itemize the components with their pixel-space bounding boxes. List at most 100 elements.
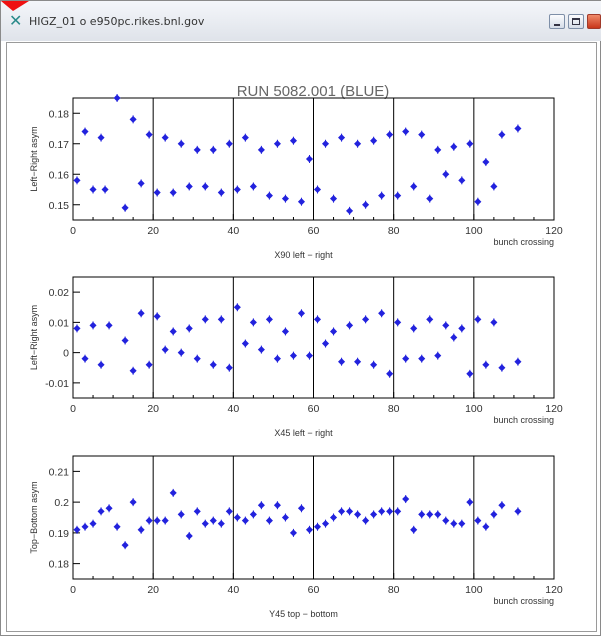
point-marker <box>250 183 257 190</box>
point-marker <box>498 364 505 371</box>
point-marker <box>194 355 201 362</box>
data-point <box>73 324 80 332</box>
data-point <box>178 140 185 148</box>
x-tick-label: 20 <box>147 225 159 237</box>
data-point <box>202 182 209 190</box>
point-marker <box>202 316 209 323</box>
data-point <box>122 541 129 549</box>
point-marker <box>290 529 297 536</box>
data-point <box>442 170 449 178</box>
data-point <box>90 520 97 528</box>
x-tick-label: 0 <box>70 225 76 237</box>
point-marker <box>122 204 129 211</box>
point-marker <box>266 316 273 323</box>
data-point <box>162 346 169 354</box>
data-point <box>170 327 177 335</box>
data-point <box>490 510 497 518</box>
point-marker <box>242 134 249 141</box>
point-marker <box>354 140 361 147</box>
point-marker <box>90 322 97 329</box>
data-point <box>298 504 305 512</box>
data-point <box>314 315 321 323</box>
data-point <box>450 334 457 342</box>
point-marker <box>386 131 393 138</box>
x-tick-label: 60 <box>308 403 320 415</box>
data-point <box>394 507 401 515</box>
y-tick-label: 0.17 <box>49 139 70 151</box>
data-point <box>426 195 433 203</box>
data-point <box>250 318 257 326</box>
data-point <box>274 501 281 509</box>
data-point <box>114 94 121 102</box>
data-point <box>178 349 185 357</box>
point-marker <box>370 361 377 368</box>
point-marker <box>314 523 321 530</box>
data-point <box>90 321 97 329</box>
point-marker <box>130 116 137 123</box>
point-marker <box>81 128 88 135</box>
data-point <box>282 195 289 203</box>
point-marker <box>394 508 401 515</box>
data-point <box>362 517 369 525</box>
data-point <box>386 370 393 378</box>
point-marker <box>234 514 241 521</box>
point-marker <box>114 94 121 101</box>
point-marker <box>202 183 209 190</box>
point-marker <box>330 328 337 335</box>
data-point <box>186 324 193 332</box>
data-point <box>314 186 321 194</box>
point-marker <box>386 370 393 377</box>
point-marker <box>346 508 353 515</box>
y-tick-label: 0.18 <box>49 559 70 571</box>
y-tick-label: 0.2 <box>54 497 69 509</box>
data-point <box>266 192 273 200</box>
point-marker <box>146 131 153 138</box>
data-point <box>114 523 121 531</box>
point-marker <box>210 146 217 153</box>
x-axis-label-right: bunch crossing <box>493 596 554 606</box>
data-point <box>354 510 361 518</box>
point-marker <box>90 520 97 527</box>
data-point <box>146 131 153 139</box>
y-tick-label: 0 <box>63 348 69 360</box>
data-point <box>290 137 297 145</box>
point-marker <box>178 349 185 356</box>
point-marker <box>450 143 457 150</box>
point-marker <box>218 189 225 196</box>
data-point <box>514 358 521 366</box>
point-marker <box>130 367 137 374</box>
point-marker <box>170 189 177 196</box>
data-point <box>266 517 273 525</box>
point-marker <box>98 508 105 515</box>
point-marker <box>474 517 481 524</box>
point-marker <box>338 134 345 141</box>
data-point <box>498 501 505 509</box>
point-marker <box>362 316 369 323</box>
data-point <box>482 361 489 369</box>
data-point <box>474 517 481 525</box>
point-marker <box>242 517 249 524</box>
point-marker <box>514 358 521 365</box>
point-marker <box>482 361 489 368</box>
point-marker <box>442 517 449 524</box>
data-point <box>498 131 505 139</box>
data-point <box>274 355 281 363</box>
point-marker <box>490 511 497 518</box>
data-point <box>418 510 425 518</box>
data-point <box>378 309 385 317</box>
data-point <box>442 321 449 329</box>
point-marker <box>490 319 497 326</box>
point-marker <box>194 508 201 515</box>
point-marker <box>330 195 337 202</box>
data-point <box>466 370 473 378</box>
point-marker <box>298 198 305 205</box>
data-point <box>170 189 177 197</box>
point-marker <box>162 346 169 353</box>
x-tick-label: 80 <box>388 403 400 415</box>
data-point <box>226 507 233 515</box>
point-marker <box>114 523 121 530</box>
y-tick-label: 0.18 <box>49 108 70 120</box>
point-marker <box>322 340 329 347</box>
data-point <box>418 355 425 363</box>
